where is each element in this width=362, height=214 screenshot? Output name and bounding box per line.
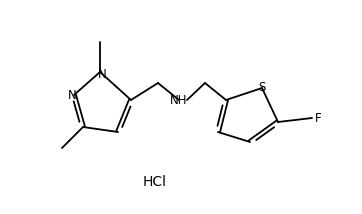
- Text: F: F: [315, 111, 321, 125]
- Text: S: S: [258, 80, 266, 94]
- Text: N: N: [68, 89, 76, 101]
- Text: HCl: HCl: [143, 175, 167, 189]
- Text: NH: NH: [170, 94, 188, 107]
- Text: N: N: [98, 67, 106, 80]
